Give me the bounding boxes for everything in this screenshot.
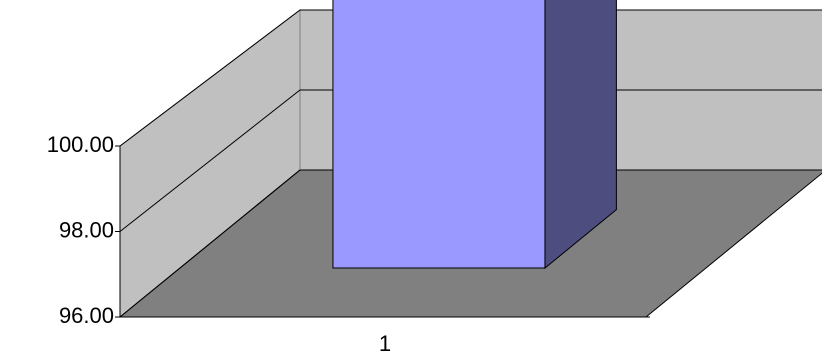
bar: [332, 0, 546, 269]
grid-line: [119, 89, 822, 232]
y-tick-label: 98.00: [59, 217, 114, 242]
y-tick-label: 96.00: [59, 303, 114, 328]
x-tick-label: 1: [379, 331, 391, 356]
y-tick-label: 100.00: [47, 132, 114, 157]
bar-side: [544, 0, 617, 270]
grid-line: [119, 9, 822, 147]
grid-line: [119, 169, 822, 318]
